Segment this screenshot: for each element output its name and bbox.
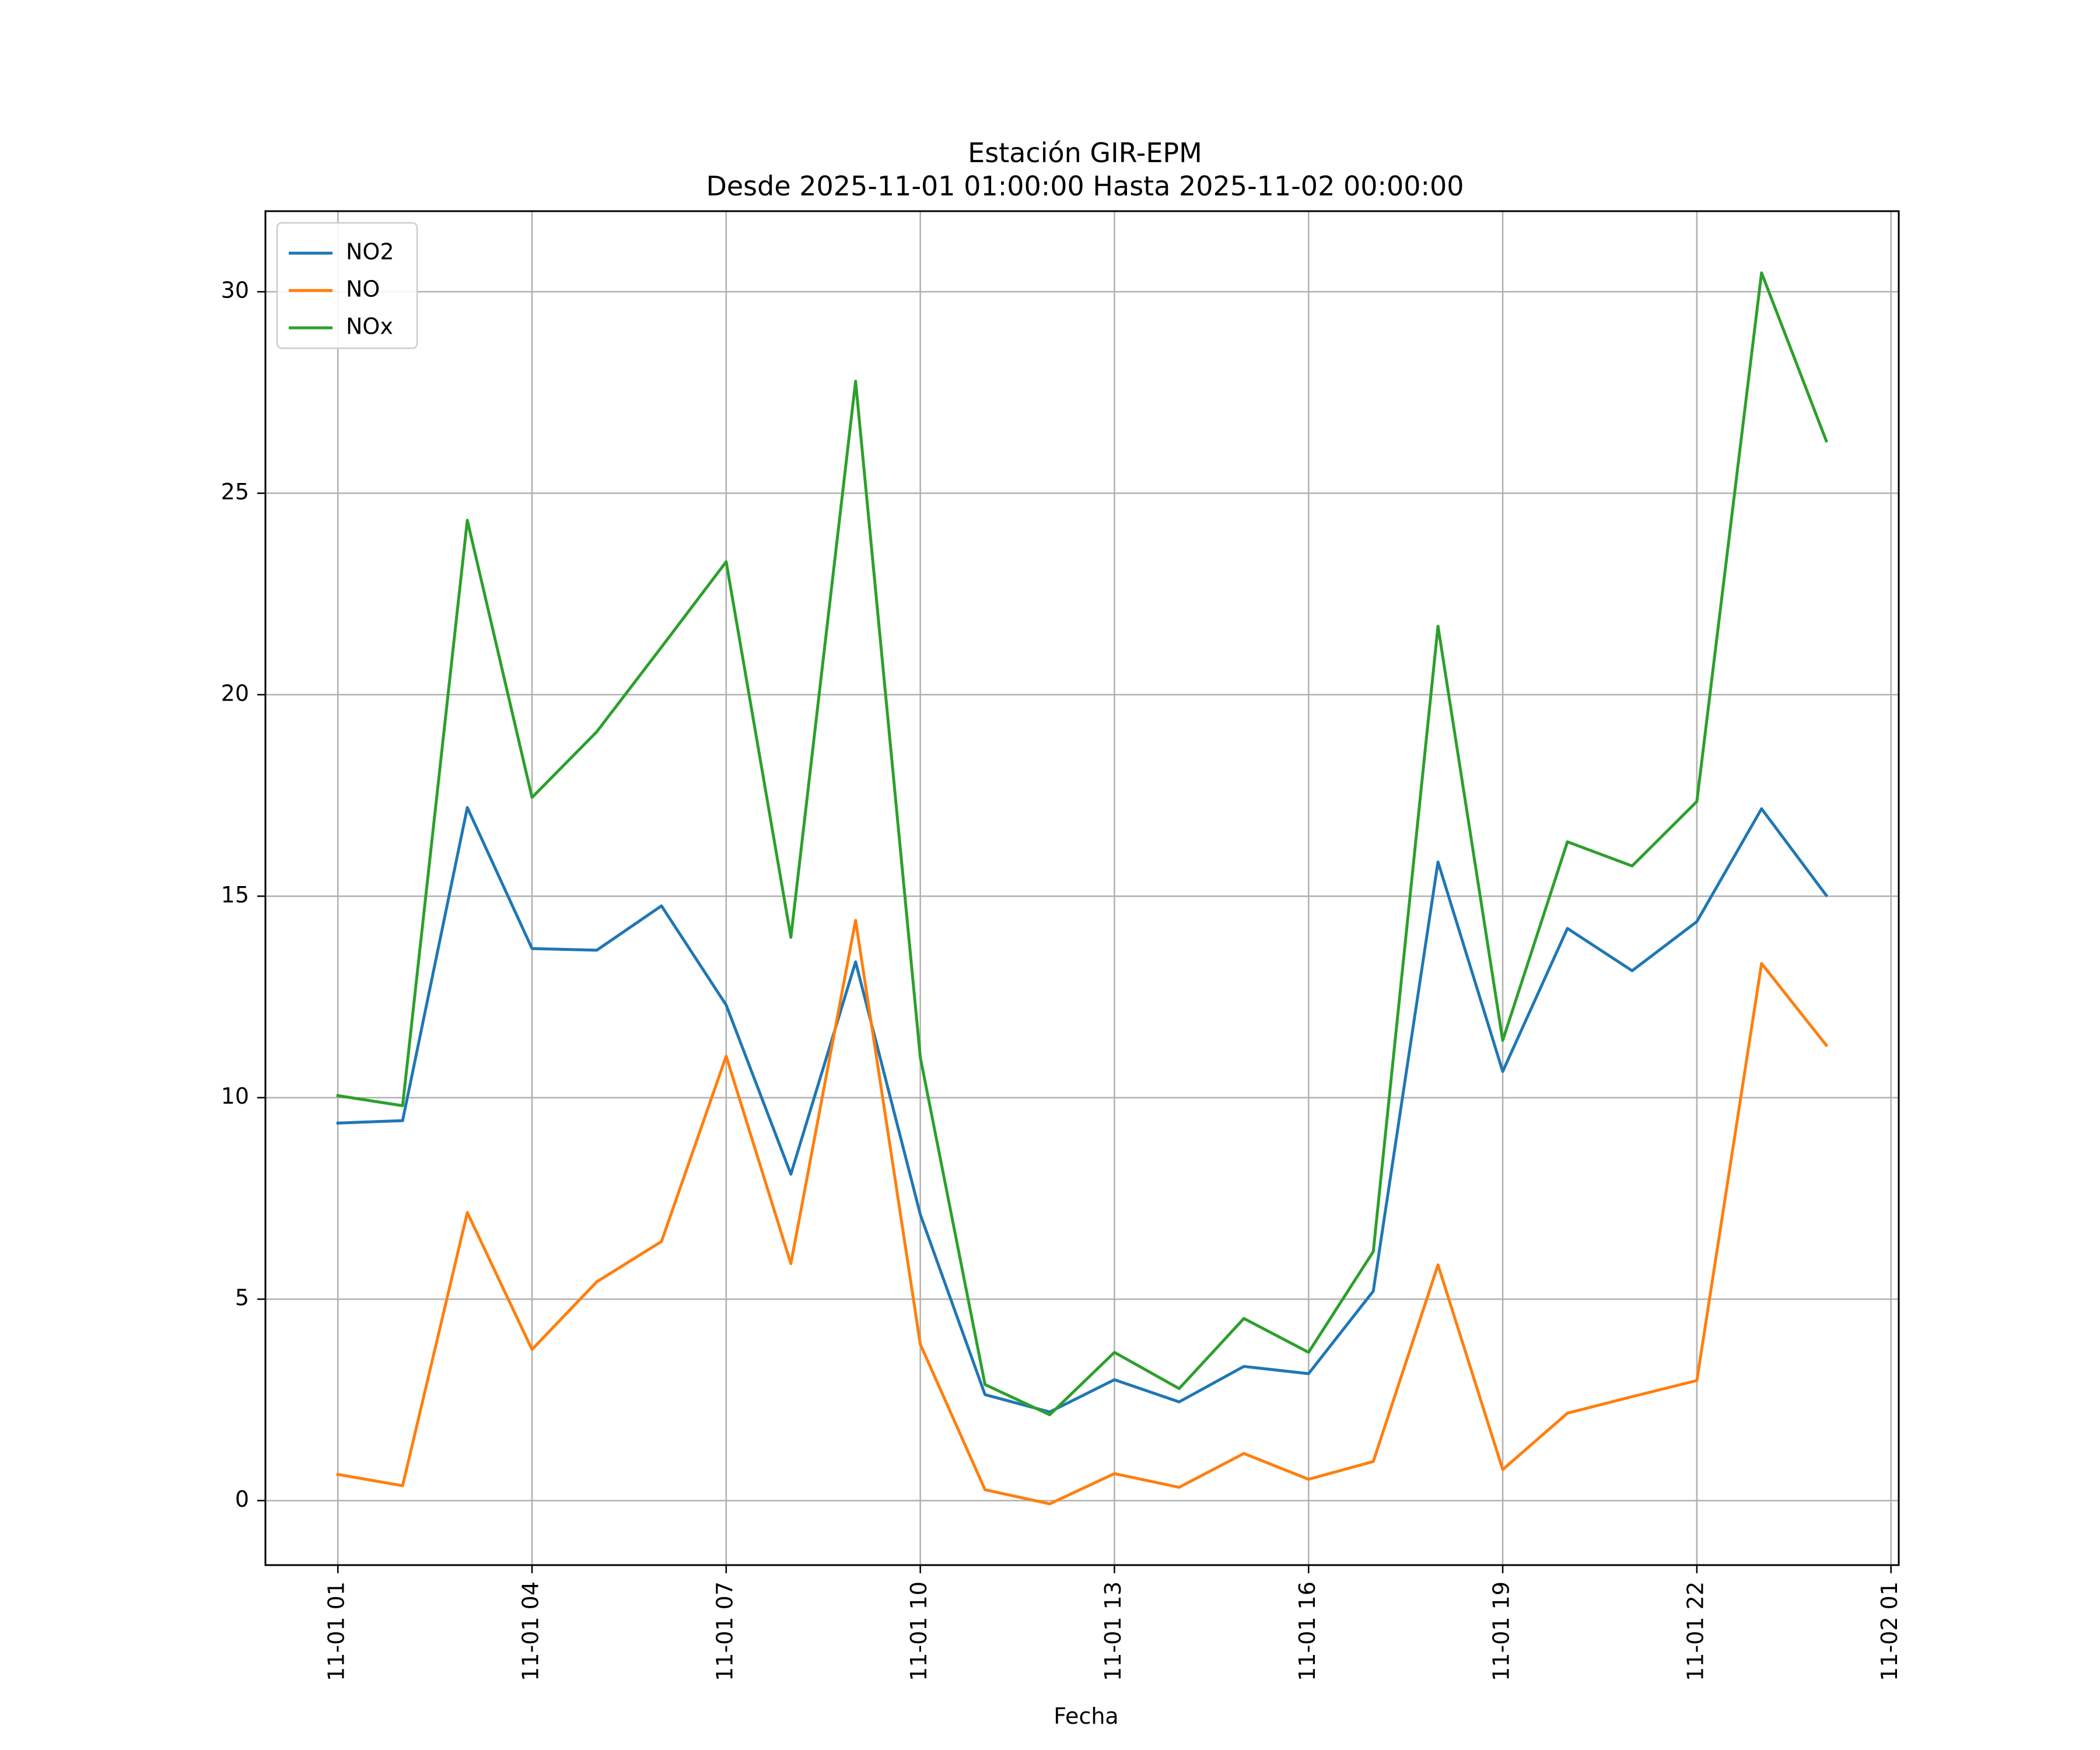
y-tick-label: 0 (235, 1486, 249, 1512)
series-line-nox (336, 271, 1828, 1416)
x-tick-label: 11-01 19 (1489, 1581, 1514, 1681)
x-tick-label: 11-01 13 (1100, 1581, 1126, 1681)
x-tick-label: 11-01 01 (324, 1581, 349, 1681)
legend-label-no: NO (346, 276, 380, 302)
x-tick-label: 11-01 16 (1294, 1581, 1320, 1681)
x-axis-label: Fecha (1054, 1703, 1118, 1729)
x-tick-label: 11-01 10 (906, 1581, 932, 1681)
x-tick-label: 11-01 04 (518, 1581, 544, 1681)
legend-label-no2: NO2 (346, 239, 394, 265)
y-tick-label: 15 (221, 882, 249, 908)
x-tick-label: 11-01 22 (1682, 1581, 1708, 1681)
series-lines (336, 271, 1829, 1506)
x-tick-label: 11-01 07 (712, 1581, 737, 1681)
series-line-no2 (336, 806, 1829, 1414)
y-tick-label: 20 (221, 680, 249, 706)
y-tick-label: 30 (221, 278, 249, 303)
y-tick-label: 25 (221, 479, 249, 505)
chart-title-line1: Estación GIR-EPM (968, 137, 1202, 169)
grid-lines (265, 211, 1899, 1565)
x-tick-label: 11-02 01 (1877, 1581, 1902, 1681)
legend-label-nox: NOx (346, 314, 393, 340)
chart-title-line2: Desde 2025-11-01 01:00:00 Hasta 2025-11-… (706, 170, 1464, 202)
axes: 11-01 01 11-01 04 11-01 07 11-01 10 11-01 13… (221, 210, 1902, 1681)
series-line-no (336, 919, 1829, 1506)
legend: NO2 NO NOx (276, 222, 418, 349)
plot-frame (264, 210, 1900, 1566)
y-tick-label: 10 (221, 1083, 249, 1109)
y-tick-label: 5 (235, 1285, 249, 1311)
